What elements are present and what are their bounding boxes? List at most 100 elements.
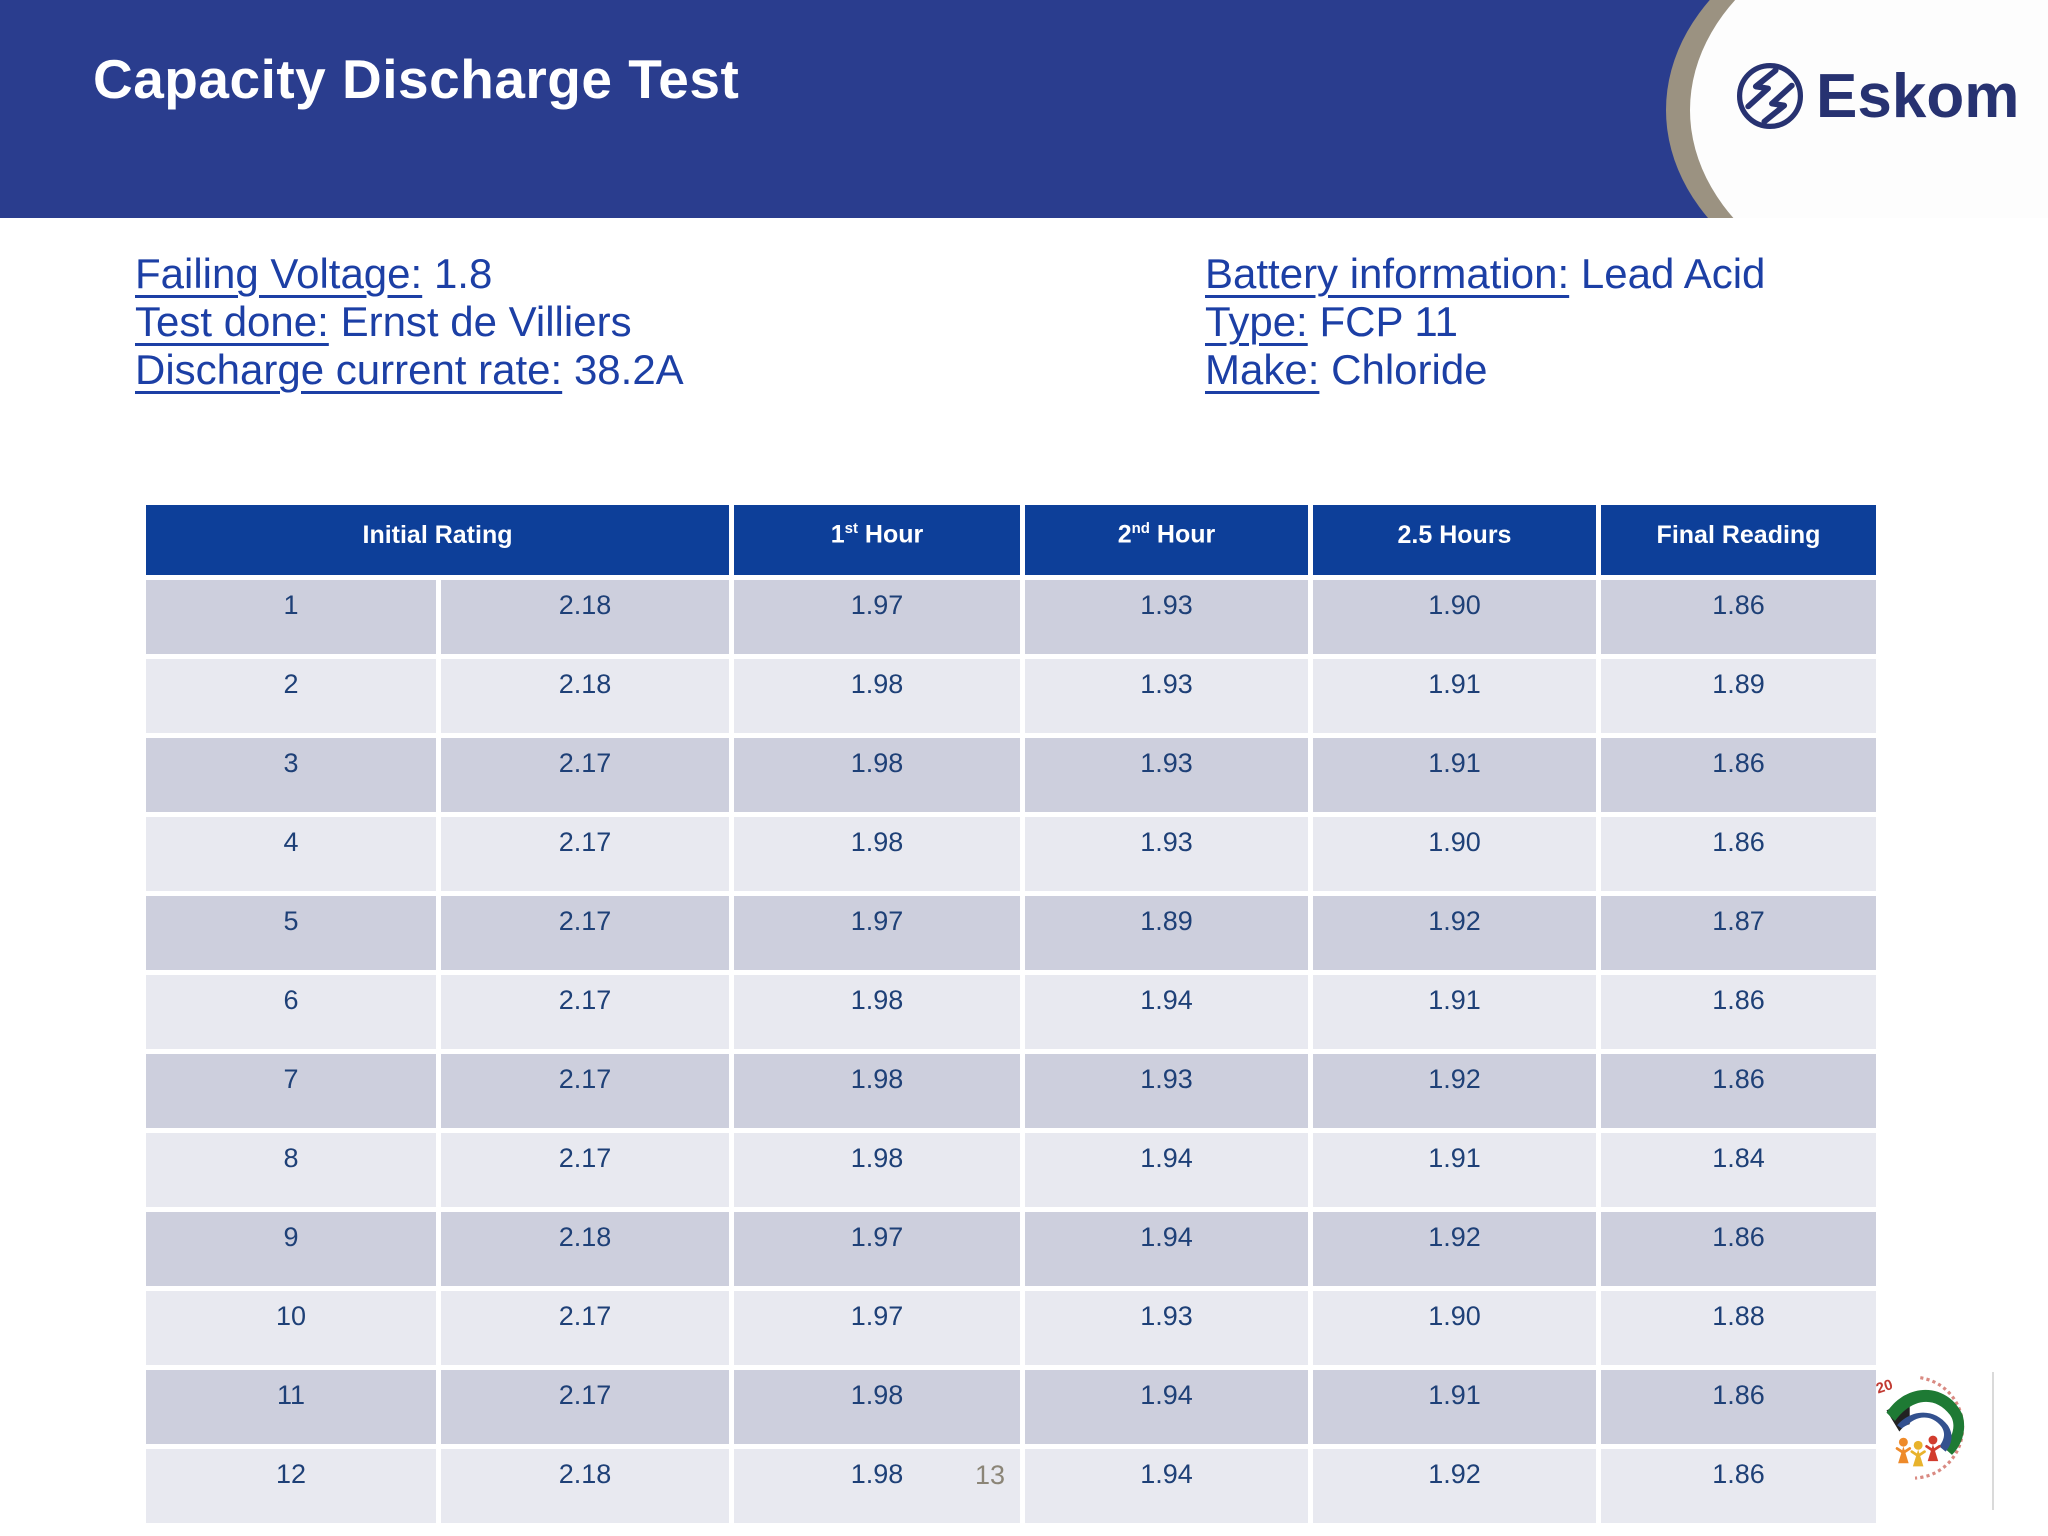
- table-cell: 1.93: [1025, 1054, 1308, 1128]
- table-row: 5 2.17 1.97 1.89 1.92 1.87: [146, 896, 1876, 970]
- table-cell: 6: [146, 975, 436, 1049]
- table-cell: 1.98: [734, 817, 1020, 891]
- table-header-row: Initial Rating 1st Hour 2nd Hour 2.5 Hou…: [146, 505, 1876, 575]
- table-cell: 1.94: [1025, 1449, 1308, 1523]
- table-cell: 1.92: [1313, 1054, 1596, 1128]
- table-cell: 1.89: [1025, 896, 1308, 970]
- header-text: Hour: [857, 520, 924, 549]
- table-cell: 1.97: [734, 1291, 1020, 1365]
- table-cell: 1.91: [1313, 975, 1596, 1049]
- info-value: Lead Acid: [1580, 250, 1766, 297]
- table-row: 1 2.18 1.97 1.93 1.90 1.86: [146, 580, 1876, 654]
- table-row: 4 2.17 1.98 1.93 1.90 1.86: [146, 817, 1876, 891]
- col-header-final-reading: Final Reading: [1601, 505, 1876, 575]
- table-cell: 1.84: [1601, 1133, 1876, 1207]
- table-cell: 1.94: [1025, 1212, 1308, 1286]
- table-row: 10 2.17 1.97 1.93 1.90 1.88: [146, 1291, 1876, 1365]
- info-label: Failing Voltage:: [135, 250, 423, 297]
- col-header-initial-rating: Initial Rating: [146, 505, 729, 575]
- info-value: FCP 11: [1319, 298, 1458, 345]
- 20-years-of-freedom-emblem-icon: 20: [1874, 1376, 1965, 1480]
- header-text: Hour: [1149, 520, 1216, 549]
- table-cell: 1.94: [1025, 1370, 1308, 1444]
- page-title: Capacity Discharge Test: [93, 48, 740, 110]
- table-cell: 5: [146, 896, 436, 970]
- table-body: 1 2.18 1.97 1.93 1.90 1.86 2 2.18 1.98 1.93 1.91 1.…: [146, 580, 1876, 1523]
- table-row: 11 2.17 1.98 1.94 1.91 1.86: [146, 1370, 1876, 1444]
- table-cell: 1.98: [734, 975, 1020, 1049]
- table-row: 6 2.17 1.98 1.94 1.91 1.86: [146, 975, 1876, 1049]
- eskom-wordmark: Eskom: [1816, 61, 2020, 131]
- table-cell: 10: [146, 1291, 436, 1365]
- table-cell: 1.86: [1601, 1212, 1876, 1286]
- vertical-divider-line: [1992, 1372, 1994, 1510]
- table-cell: 2.18: [441, 580, 729, 654]
- table-cell: 2.17: [441, 1370, 729, 1444]
- table-cell: 1.86: [1601, 975, 1876, 1049]
- table-cell: 1.92: [1313, 1212, 1596, 1286]
- table-cell: 2.17: [441, 896, 729, 970]
- info-label: Type:: [1205, 298, 1308, 345]
- svg-text:20: 20: [1874, 1377, 1895, 1397]
- table-cell: 1.90: [1313, 1291, 1596, 1365]
- table-cell: 1.97: [734, 1212, 1020, 1286]
- info-value: 38.2A: [573, 346, 684, 393]
- table-row: 7 2.17 1.98 1.93 1.92 1.86: [146, 1054, 1876, 1128]
- table-cell: 2.17: [441, 738, 729, 812]
- info-label: Make:: [1205, 346, 1320, 393]
- table-cell: 1.94: [1025, 975, 1308, 1049]
- table-cell: 2.17: [441, 975, 729, 1049]
- info-line-failing-voltage: Failing Voltage: 1.8: [135, 250, 684, 298]
- table-cell: 1.92: [1313, 1449, 1596, 1523]
- col-header-1st-hour: 1st Hour: [734, 505, 1020, 575]
- header-superscript: st: [844, 520, 858, 538]
- table-cell: 1.98: [734, 1133, 1020, 1207]
- table-cell: 1.89: [1601, 659, 1876, 733]
- table-cell: 2.18: [441, 659, 729, 733]
- table-row: 3 2.17 1.98 1.93 1.91 1.86: [146, 738, 1876, 812]
- table-cell: 1.91: [1313, 1370, 1596, 1444]
- table-cell: 1.86: [1601, 580, 1876, 654]
- table-row: 9 2.18 1.97 1.94 1.92 1.86: [146, 1212, 1876, 1286]
- header-text: 1: [830, 520, 845, 549]
- header-superscript: nd: [1131, 520, 1150, 538]
- table-cell: 1.97: [734, 896, 1020, 970]
- info-label: Discharge current rate:: [135, 346, 563, 393]
- page-number: 13: [974, 1460, 1006, 1490]
- table-cell: 2.17: [441, 1291, 729, 1365]
- info-label: Test done:: [135, 298, 329, 345]
- table-cell: 1.98: [734, 738, 1020, 812]
- title-banner: Capacity Discharge Test Eskom: [0, 0, 2048, 218]
- info-value: Chloride: [1331, 346, 1488, 393]
- table-cell: 1.94: [1025, 1133, 1308, 1207]
- table-cell: 1.98: [734, 1370, 1020, 1444]
- info-line-discharge-rate: Discharge current rate: 38.2A: [135, 346, 684, 394]
- table-cell: 1.86: [1601, 1370, 1876, 1444]
- eskom-emblem-icon: [1736, 62, 1804, 130]
- table-cell: 3: [146, 738, 436, 812]
- table-cell: 1.90: [1313, 817, 1596, 891]
- info-value: 1.8: [433, 250, 493, 297]
- eskom-brand: Eskom: [1732, 58, 2019, 134]
- table-cell: 9: [146, 1212, 436, 1286]
- table-cell: 1.86: [1601, 817, 1876, 891]
- table-cell: 12: [146, 1449, 436, 1523]
- table-cell: 2: [146, 659, 436, 733]
- test-info-left: Failing Voltage: 1.8 Test done: Ernst de V…: [135, 250, 684, 394]
- table-row: 8 2.17 1.98 1.94 1.91 1.84: [146, 1133, 1876, 1207]
- col-header-2nd-hour: 2nd Hour: [1025, 505, 1308, 575]
- header-text: 2: [1117, 520, 1132, 549]
- eskom-logo: Eskom: [1648, 0, 2048, 218]
- table-cell: 2.17: [441, 817, 729, 891]
- table-cell: 1.93: [1025, 738, 1308, 812]
- table-cell: 2.18: [441, 1449, 729, 1523]
- table-row: 2 2.18 1.98 1.93 1.91 1.89: [146, 659, 1876, 733]
- battery-info-right: Battery information: Lead Acid Type: FCP 1…: [1205, 250, 1765, 394]
- table-cell: 1.93: [1025, 817, 1308, 891]
- logo-white-ellipse: [1690, 0, 2048, 218]
- info-label: Battery information:: [1205, 250, 1570, 297]
- table-cell: 1.98: [734, 1449, 1020, 1523]
- table-cell: 1.91: [1313, 738, 1596, 812]
- table-cell: 2.18: [441, 1212, 729, 1286]
